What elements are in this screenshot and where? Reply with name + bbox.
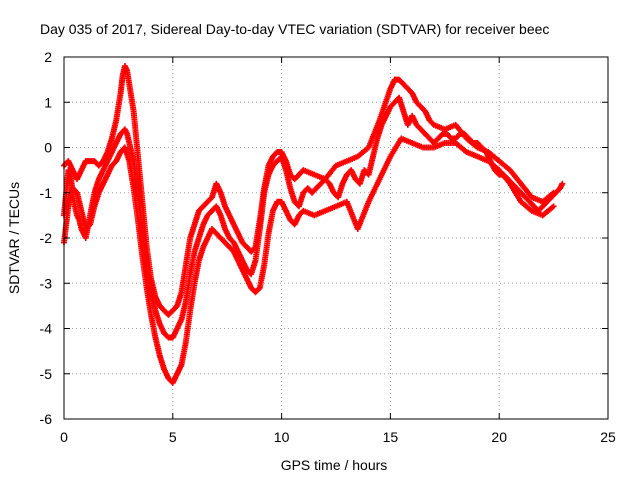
x-tick-label: 25 bbox=[600, 429, 616, 445]
y-tick-label: 0 bbox=[44, 140, 52, 156]
y-axis-label: SDTVAR / TECUs bbox=[6, 182, 22, 294]
x-tick-label: 10 bbox=[274, 429, 290, 445]
y-tick-label: -1 bbox=[40, 185, 53, 201]
x-tick-label: 5 bbox=[169, 429, 177, 445]
y-tick-label: -2 bbox=[40, 230, 53, 246]
data-point bbox=[251, 245, 258, 252]
data-point bbox=[559, 180, 566, 187]
y-tick-label: -5 bbox=[40, 366, 53, 382]
data-point bbox=[550, 189, 557, 196]
data-point bbox=[255, 285, 262, 292]
data-points bbox=[61, 63, 566, 386]
x-axis-label: GPS time / hours bbox=[281, 457, 388, 473]
data-point bbox=[550, 203, 557, 210]
y-tick-label: 2 bbox=[44, 49, 52, 65]
y-tick-label: -3 bbox=[40, 275, 53, 291]
y-tick-label: 1 bbox=[44, 94, 52, 110]
x-tick-label: 20 bbox=[491, 429, 507, 445]
y-tick-label: -6 bbox=[40, 411, 53, 427]
y-tick-label: -4 bbox=[40, 321, 53, 337]
x-tick-label: 0 bbox=[60, 429, 68, 445]
axis-ticks: 0 5 10 15 20 25 -6 -5 -4 -3 -2 -1 0 1 2 bbox=[40, 49, 616, 445]
x-tick-label: 15 bbox=[383, 429, 399, 445]
chart-title: Day 035 of 2017, Sidereal Day-to-day VTE… bbox=[40, 21, 549, 37]
